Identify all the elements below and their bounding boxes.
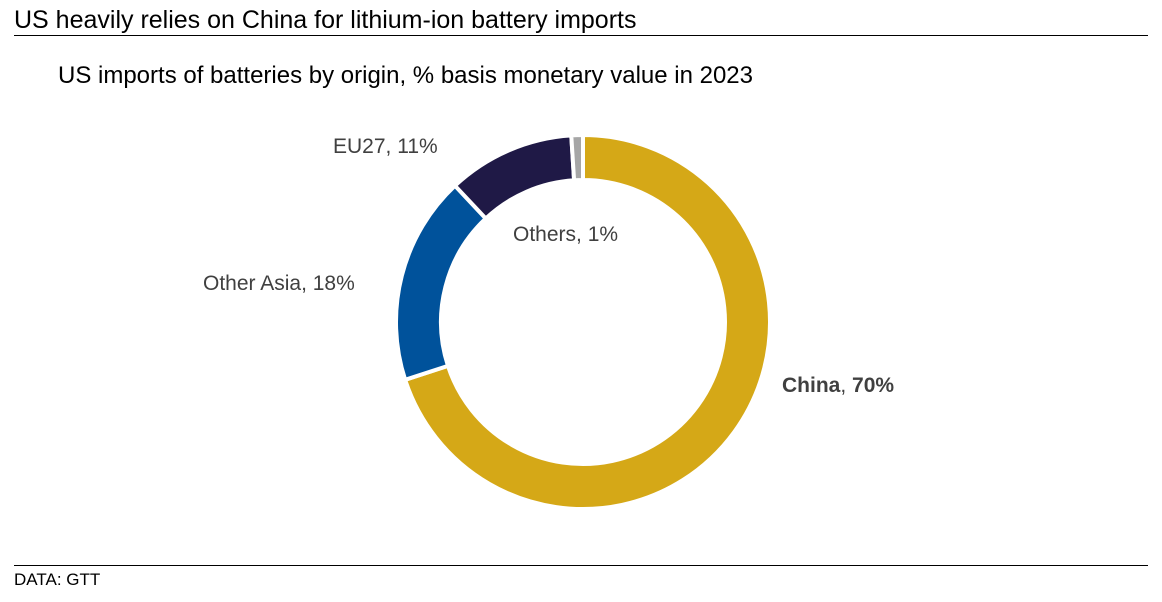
data-source: DATA: GTT xyxy=(14,570,101,589)
chart-subtitle: US imports of batteries by origin, % bas… xyxy=(58,62,754,89)
footer-divider xyxy=(14,565,1148,566)
title-divider xyxy=(14,35,1148,36)
slice-others xyxy=(569,132,585,183)
label-others: Others, 1% xyxy=(513,223,619,246)
slice-other-asia xyxy=(394,182,489,383)
slice-eu27 xyxy=(452,133,577,222)
label-other-asia: Other Asia, 18% xyxy=(203,272,355,295)
label-eu27: EU27, 11% xyxy=(333,135,438,158)
label-china: China, 70% xyxy=(782,374,895,397)
slice-china xyxy=(402,132,772,511)
chart-title: US heavily relies on China for lithium-i… xyxy=(14,6,637,34)
